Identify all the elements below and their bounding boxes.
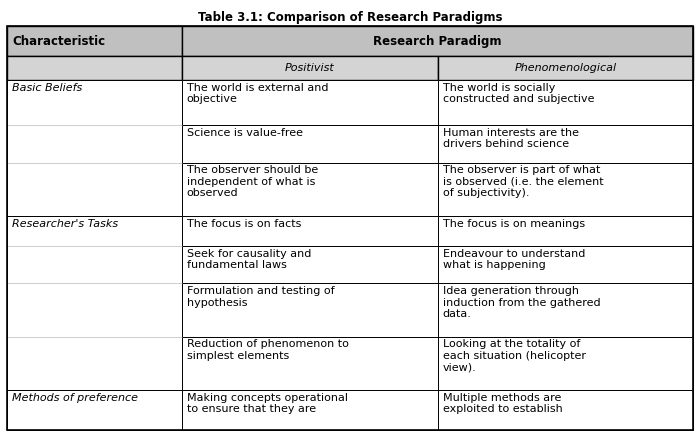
Bar xyxy=(438,56,693,80)
Bar xyxy=(438,337,693,390)
Bar xyxy=(7,56,182,80)
Text: The observer should be
independent of what is
observed: The observer should be independent of wh… xyxy=(187,165,318,198)
Text: Table 3.1: Comparison of Research Paradigms: Table 3.1: Comparison of Research Paradi… xyxy=(197,11,503,24)
Text: Research Paradigm: Research Paradigm xyxy=(373,35,502,48)
Text: The world is external and
objective: The world is external and objective xyxy=(187,83,328,105)
Bar xyxy=(182,283,438,337)
Bar xyxy=(7,390,182,430)
Text: Multiple methods are
exploited to establish: Multiple methods are exploited to establ… xyxy=(442,393,563,414)
Bar xyxy=(438,80,693,125)
Bar xyxy=(438,283,693,337)
Text: Phenomenological: Phenomenological xyxy=(514,63,617,73)
Bar xyxy=(182,125,438,163)
Text: Endeavour to understand
what is happening: Endeavour to understand what is happenin… xyxy=(442,249,585,270)
Bar xyxy=(438,163,693,216)
Bar xyxy=(182,80,438,125)
Text: Formulation and testing of
hypothesis: Formulation and testing of hypothesis xyxy=(187,286,335,308)
Text: Researcher's Tasks: Researcher's Tasks xyxy=(12,219,118,229)
Text: Reduction of phenomenon to
simplest elements: Reduction of phenomenon to simplest elem… xyxy=(187,339,349,361)
Bar xyxy=(7,26,182,56)
Bar xyxy=(182,390,438,430)
Bar xyxy=(7,216,182,390)
Bar xyxy=(182,246,438,283)
Text: The observer is part of what
is observed (i.e. the element
of subjectivity).: The observer is part of what is observed… xyxy=(442,165,603,198)
Bar xyxy=(7,80,182,216)
Text: The world is socially
constructed and subjective: The world is socially constructed and su… xyxy=(442,83,594,105)
Bar xyxy=(182,26,693,56)
Text: Positivist: Positivist xyxy=(285,63,335,73)
Bar xyxy=(182,216,438,246)
Bar xyxy=(438,390,693,430)
Text: Idea generation through
induction from the gathered
data.: Idea generation through induction from t… xyxy=(442,286,601,319)
Text: Looking at the totality of
each situation (helicopter
view).: Looking at the totality of each situatio… xyxy=(442,339,586,372)
Text: Science is value-free: Science is value-free xyxy=(187,128,303,138)
Text: Characteristic: Characteristic xyxy=(12,35,105,48)
Bar xyxy=(438,246,693,283)
Text: Basic Beliefs: Basic Beliefs xyxy=(12,83,82,93)
Text: Making concepts operational
to ensure that they are: Making concepts operational to ensure th… xyxy=(187,393,348,414)
Text: The focus is on meanings: The focus is on meanings xyxy=(442,219,584,229)
Bar xyxy=(438,216,693,246)
Text: Human interests are the
drivers behind science: Human interests are the drivers behind s… xyxy=(442,128,579,149)
Bar xyxy=(182,56,438,80)
Text: Seek for causality and
fundamental laws: Seek for causality and fundamental laws xyxy=(187,249,312,270)
Bar xyxy=(182,163,438,216)
Bar xyxy=(182,337,438,390)
Text: Methods of preference: Methods of preference xyxy=(12,393,138,403)
Text: The focus is on facts: The focus is on facts xyxy=(187,219,301,229)
Bar xyxy=(438,125,693,163)
